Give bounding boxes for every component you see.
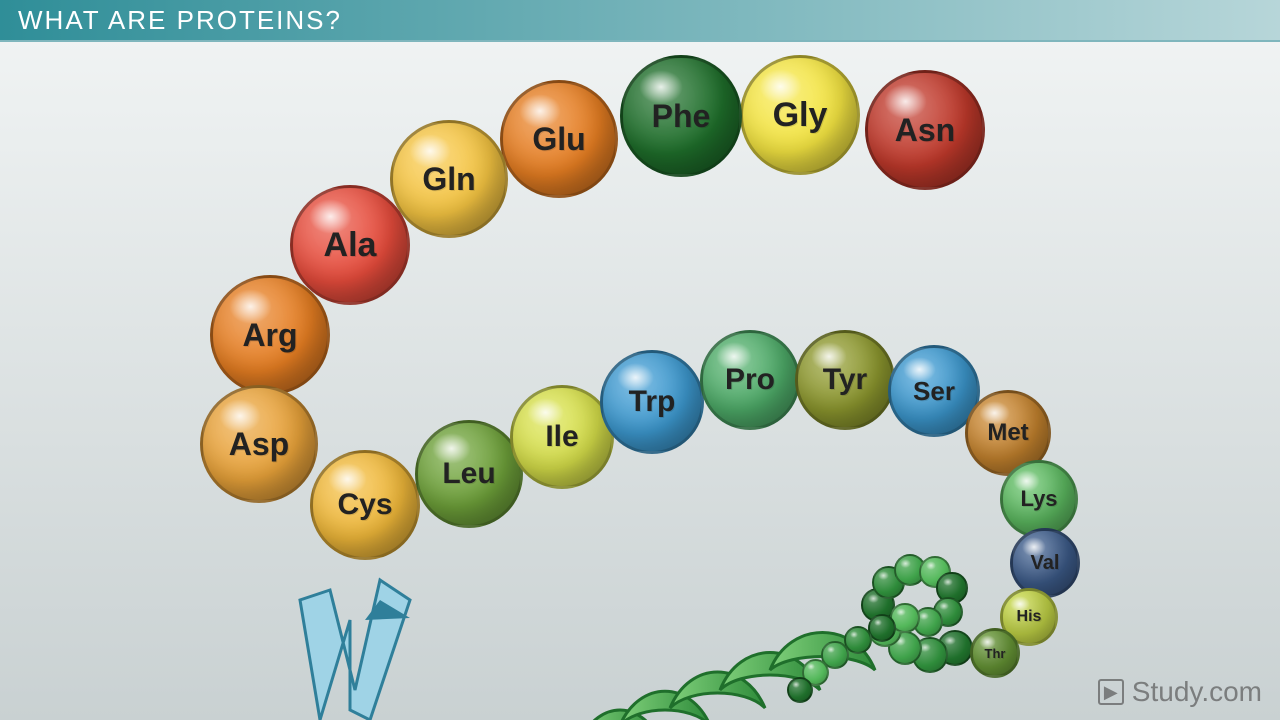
amino-glu: Glu bbox=[500, 80, 618, 198]
amino-gln: Gln bbox=[390, 120, 508, 238]
amino-label: Asp bbox=[229, 426, 289, 463]
amino-asn: Asn bbox=[865, 70, 985, 190]
amino-label: Cys bbox=[337, 488, 392, 522]
amino-label: Gln bbox=[422, 161, 475, 198]
amino-phe: Phe bbox=[620, 55, 742, 177]
amino-cys: Cys bbox=[310, 450, 420, 560]
amino-label: Lys bbox=[1020, 486, 1057, 512]
amino-label: Thr bbox=[985, 646, 1006, 661]
amino-label: Glu bbox=[532, 121, 585, 158]
amino-label: Trp bbox=[629, 385, 676, 419]
amino-label: Ser bbox=[913, 376, 955, 407]
amino-label: Ile bbox=[545, 420, 578, 454]
watermark: ▶ Study.com bbox=[1098, 676, 1262, 708]
amino-label: Val bbox=[1031, 552, 1060, 575]
amino-val: Val bbox=[1010, 528, 1080, 598]
amino-label: Phe bbox=[652, 98, 711, 135]
beta-ribbon-shape bbox=[300, 580, 410, 720]
amino-arg: Arg bbox=[210, 275, 330, 395]
amino-label: Arg bbox=[242, 317, 297, 354]
amino-tyr: Tyr bbox=[795, 330, 895, 430]
amino-pro: Pro bbox=[700, 330, 800, 430]
amino-ile: Ile bbox=[510, 385, 614, 489]
amino-label: His bbox=[1017, 608, 1042, 626]
diagram-stage: WHAT ARE PROTEINS? Asn Gly Phe Glu Gln Ala Arg… bbox=[0, 0, 1280, 720]
amino-leu: Leu bbox=[415, 420, 523, 528]
amino-trp: Trp bbox=[600, 350, 704, 454]
amino-label: Gly bbox=[773, 96, 828, 135]
amino-label: Tyr bbox=[823, 363, 867, 397]
play-icon: ▶ bbox=[1098, 679, 1124, 705]
watermark-text: Study.com bbox=[1132, 676, 1262, 708]
amino-label: Pro bbox=[725, 363, 775, 397]
amino-label: Ala bbox=[324, 226, 377, 265]
title-bar: WHAT ARE PROTEINS? bbox=[0, 0, 1280, 42]
amino-ala: Ala bbox=[290, 185, 410, 305]
amino-label: Leu bbox=[442, 457, 495, 491]
amino-thr: Thr bbox=[970, 628, 1020, 678]
beta-ribbon bbox=[260, 540, 480, 720]
amino-asp: Asp bbox=[200, 385, 318, 503]
amino-label: Asn bbox=[895, 112, 955, 149]
amino-lys: Lys bbox=[1000, 460, 1078, 538]
amino-label: Met bbox=[987, 419, 1028, 447]
amino-gly: Gly bbox=[740, 55, 860, 175]
title-text: WHAT ARE PROTEINS? bbox=[18, 5, 342, 36]
